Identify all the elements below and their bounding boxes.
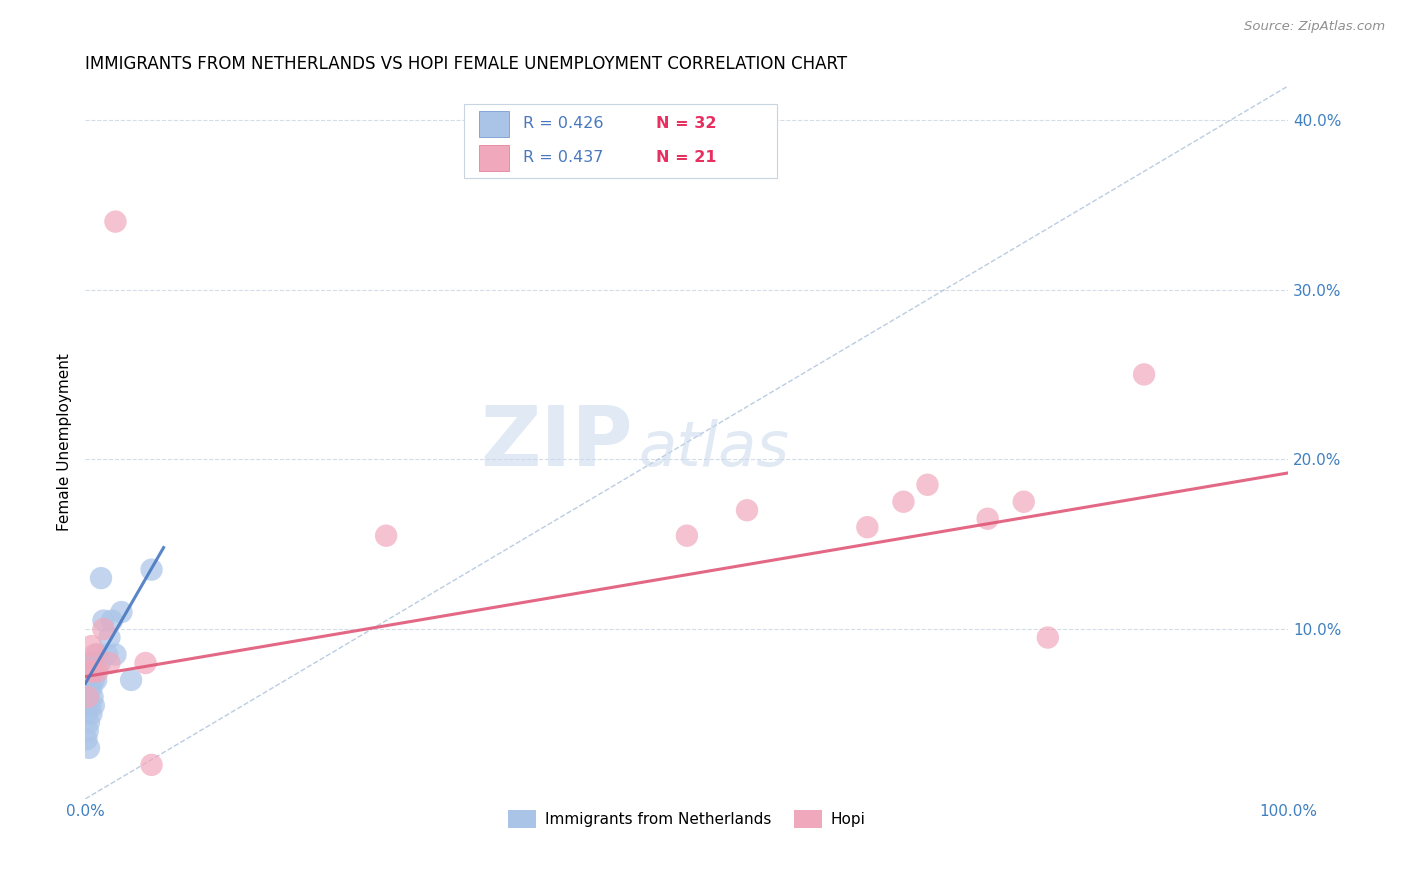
Point	[135, 656, 157, 670]
Point	[141, 757, 163, 772]
Text: IMMIGRANTS FROM NETHERLANDS VS HOPI FEMALE UNEMPLOYMENT CORRELATION CHART: IMMIGRANTS FROM NETHERLANDS VS HOPI FEMA…	[86, 55, 848, 73]
Point	[84, 656, 107, 670]
Text: Source: ZipAtlas.com: Source: ZipAtlas.com	[1244, 20, 1385, 33]
Point	[93, 614, 115, 628]
Point	[80, 639, 103, 653]
Point	[98, 656, 121, 670]
Text: N = 32: N = 32	[655, 116, 716, 130]
Point	[82, 665, 104, 679]
Point	[83, 698, 105, 713]
Point	[96, 648, 118, 662]
Point	[79, 698, 101, 713]
Text: R = 0.426: R = 0.426	[523, 116, 603, 130]
Point	[89, 656, 111, 670]
Point	[76, 723, 98, 738]
Point	[83, 673, 105, 687]
Legend: Immigrants from Netherlands, Hopi: Immigrants from Netherlands, Hopi	[502, 804, 872, 834]
Point	[86, 648, 108, 662]
Point	[735, 503, 758, 517]
Point	[76, 690, 98, 704]
Point	[86, 665, 108, 679]
Point	[141, 563, 163, 577]
Y-axis label: Female Unemployment: Female Unemployment	[58, 353, 72, 532]
Point	[976, 512, 998, 526]
Point	[90, 571, 112, 585]
Point	[80, 656, 103, 670]
Point	[84, 673, 107, 687]
Point	[676, 529, 699, 543]
Point	[80, 681, 103, 696]
Point	[1133, 368, 1156, 382]
Point	[1012, 494, 1035, 508]
Text: R = 0.437: R = 0.437	[523, 150, 603, 165]
Text: N = 21: N = 21	[655, 150, 716, 165]
Point	[104, 214, 127, 228]
Point	[375, 529, 398, 543]
Point	[104, 648, 127, 662]
Point	[79, 673, 101, 687]
Text: atlas: atlas	[638, 419, 790, 479]
Point	[917, 477, 939, 491]
Point	[76, 690, 98, 704]
Point	[77, 715, 100, 730]
Point	[893, 494, 915, 508]
FancyBboxPatch shape	[479, 111, 509, 136]
Point	[76, 673, 98, 687]
Point	[76, 706, 98, 721]
FancyBboxPatch shape	[479, 145, 509, 171]
Point	[77, 681, 100, 696]
Point	[80, 706, 103, 721]
Point	[1036, 631, 1059, 645]
Point	[82, 690, 104, 704]
Point	[93, 622, 115, 636]
Point	[76, 732, 98, 747]
Point	[82, 665, 104, 679]
FancyBboxPatch shape	[464, 103, 778, 178]
Point	[77, 665, 100, 679]
Point	[101, 614, 124, 628]
Point	[79, 656, 101, 670]
Point	[77, 665, 100, 679]
Point	[84, 648, 107, 662]
Point	[110, 605, 132, 619]
Point	[98, 631, 121, 645]
Point	[77, 740, 100, 755]
Point	[856, 520, 879, 534]
Text: ZIP: ZIP	[481, 401, 633, 483]
Point	[120, 673, 142, 687]
